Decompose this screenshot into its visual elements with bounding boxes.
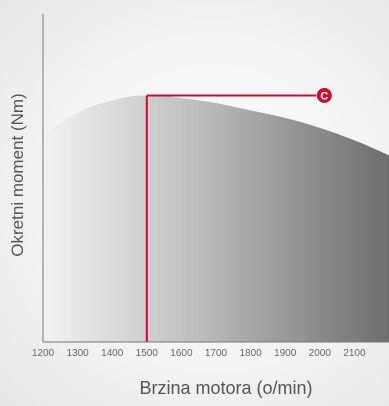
x-axis-label: Brzina motora (o/min)	[139, 378, 312, 398]
x-tick-label: 1300	[66, 348, 89, 359]
x-tick-label: 1800	[239, 348, 262, 359]
y-axis-label: Okretni moment (Nm)	[8, 93, 27, 256]
x-tick-label: 1500	[136, 348, 159, 359]
marker-c-badge	[316, 87, 332, 103]
marker-c-label: C	[320, 90, 328, 102]
torque-area	[43, 95, 389, 343]
x-tick-label: 2100	[343, 348, 366, 359]
x-tick-label: 1400	[101, 348, 124, 359]
x-tick-label: 2000	[309, 348, 332, 359]
x-tick-label: 1600	[170, 348, 193, 359]
x-tick-label: 1700	[205, 348, 228, 359]
x-tick-label: 1200	[32, 348, 55, 359]
x-tick-label: 1900	[274, 348, 297, 359]
